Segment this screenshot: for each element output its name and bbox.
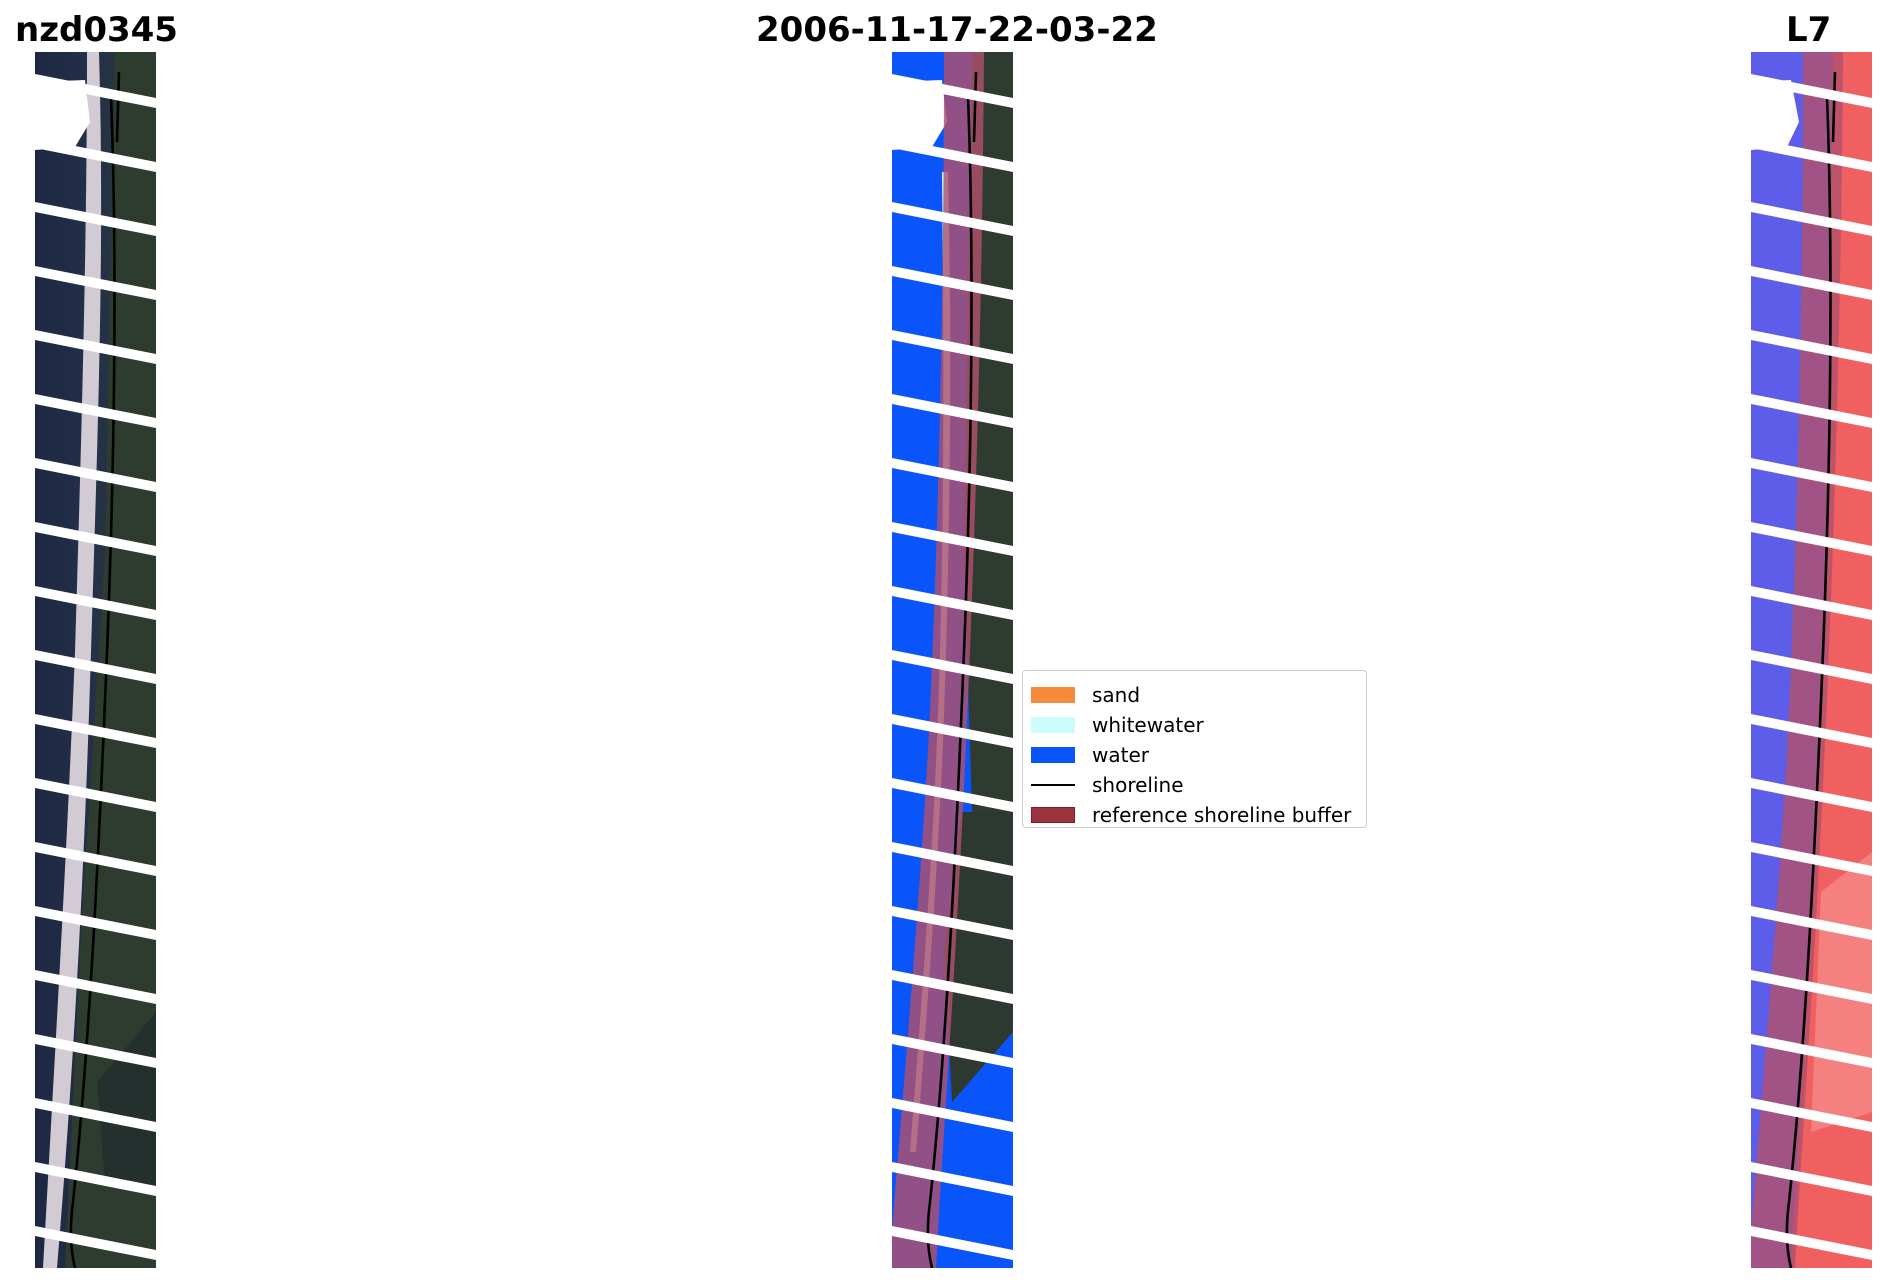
shoreline-line-icon (1031, 784, 1075, 786)
legend-label: reference shoreline buffer (1092, 803, 1352, 827)
legend-label: whitewater (1092, 713, 1204, 737)
satellite-title: L7 (1786, 10, 1832, 50)
legend-label: sand (1092, 683, 1141, 707)
water-swatch (1031, 747, 1075, 763)
legend-item-water: water (1031, 740, 1149, 770)
rgb-image-panel (35, 52, 156, 1268)
site-title: nzd0345 (15, 10, 178, 50)
legend-item-shoreline: shoreline (1031, 770, 1184, 800)
buffer-swatch (1031, 807, 1075, 823)
legend-item-sand: sand (1031, 680, 1140, 710)
date-title: 2006-11-17-22-03-22 (756, 10, 1158, 50)
legend-item-whitewater: whitewater (1031, 710, 1204, 740)
whitewater-swatch (1031, 717, 1075, 733)
sand-swatch (1031, 687, 1075, 703)
mndwi-panel (1751, 52, 1872, 1268)
legend: sand whitewater water shoreline referenc… (1022, 670, 1367, 828)
legend-item-buffer: reference shoreline buffer (1031, 800, 1351, 830)
classification-panel (892, 52, 1013, 1268)
legend-label: shoreline (1092, 773, 1184, 797)
legend-label: water (1092, 743, 1149, 767)
